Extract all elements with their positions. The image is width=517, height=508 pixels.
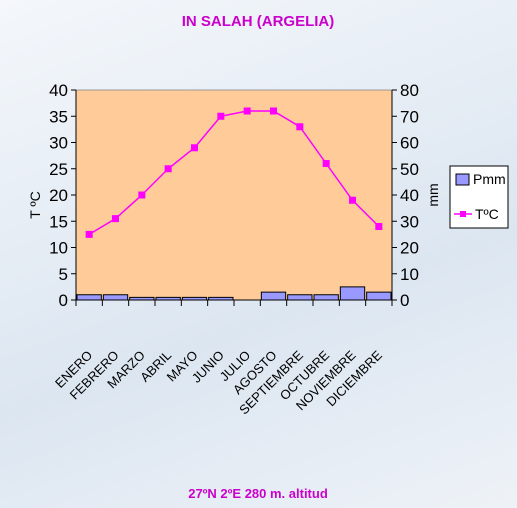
legend-temp-marker: [460, 211, 466, 217]
y-left-tick-label: 10: [49, 239, 68, 258]
y-right-tick-label: 10: [400, 265, 419, 284]
y-right-tick-label: 30: [400, 212, 419, 231]
temperature-line: [88, 110, 380, 236]
pmm-bar: [76, 294, 102, 301]
y-left-tick-label: 40: [49, 81, 68, 100]
temperature-point: [112, 215, 119, 223]
y-right-tick-label: 40: [400, 186, 419, 205]
temperature-point: [191, 144, 198, 152]
chart-title: IN SALAH (ARGELIA): [182, 13, 335, 30]
y-axis-right-label: mm: [425, 183, 441, 206]
y-left-tick-label: 30: [49, 134, 68, 153]
y-left-tick-label: 35: [49, 107, 68, 126]
y-left-tick-label: 25: [49, 160, 68, 179]
pmm-bar: [287, 294, 313, 301]
y-right-tick-label: 70: [400, 107, 419, 126]
pmm-bar: [102, 294, 129, 301]
temperature-point: [85, 230, 93, 238]
temperature-point: [138, 191, 146, 199]
temperature-point: [296, 123, 304, 131]
temperature-point: [322, 160, 330, 167]
pmm-bar: [260, 291, 287, 301]
temperature-line-group: [85, 107, 383, 238]
temperature-point: [270, 107, 277, 115]
y-left-tick-label: 0: [59, 291, 68, 310]
y-right-tick-label: 50: [400, 160, 419, 179]
plot-area: [75, 89, 393, 301]
y-left-tick-label: 5: [59, 265, 68, 284]
temperature-point: [375, 223, 383, 230]
y-right-tick-label: 0: [400, 291, 409, 310]
y-axis-left-label: T ºC: [27, 191, 43, 218]
y-right-tick-label: 20: [400, 239, 419, 258]
legend: Pmm TºC: [449, 165, 509, 229]
y-left-tick-label: 15: [49, 212, 68, 231]
y-left-tick-label: 20: [49, 186, 68, 205]
chart-footer: 27ºN 2ºE 280 m. altitud: [188, 486, 328, 501]
temperature-point: [243, 107, 251, 115]
y-right-tick-label: 80: [400, 81, 419, 100]
temperature-point: [164, 165, 172, 173]
left-ticks: 0 5 10 15 20 25 30 35 40: [49, 81, 76, 310]
pmm-bar: [339, 286, 366, 301]
pmm-bar: [313, 294, 339, 301]
x-ticks: [75, 300, 393, 306]
y-right-tick-label: 60: [400, 134, 419, 153]
bars-group: [76, 286, 392, 301]
legend-pmm-swatch: [455, 173, 470, 186]
legend-pmm-label: Pmm: [473, 171, 506, 187]
temperature-point: [217, 112, 225, 120]
pmm-bar: [366, 291, 392, 301]
legend-temp-label: TºC: [475, 206, 499, 222]
right-ticks: 0 10 20 30 40 50 60 70 80: [392, 81, 419, 310]
temperature-point: [349, 196, 356, 204]
category-labels: ENEROFEBREROMARZOABRILMAYOJUNIOJULIOAGOS…: [52, 347, 385, 417]
